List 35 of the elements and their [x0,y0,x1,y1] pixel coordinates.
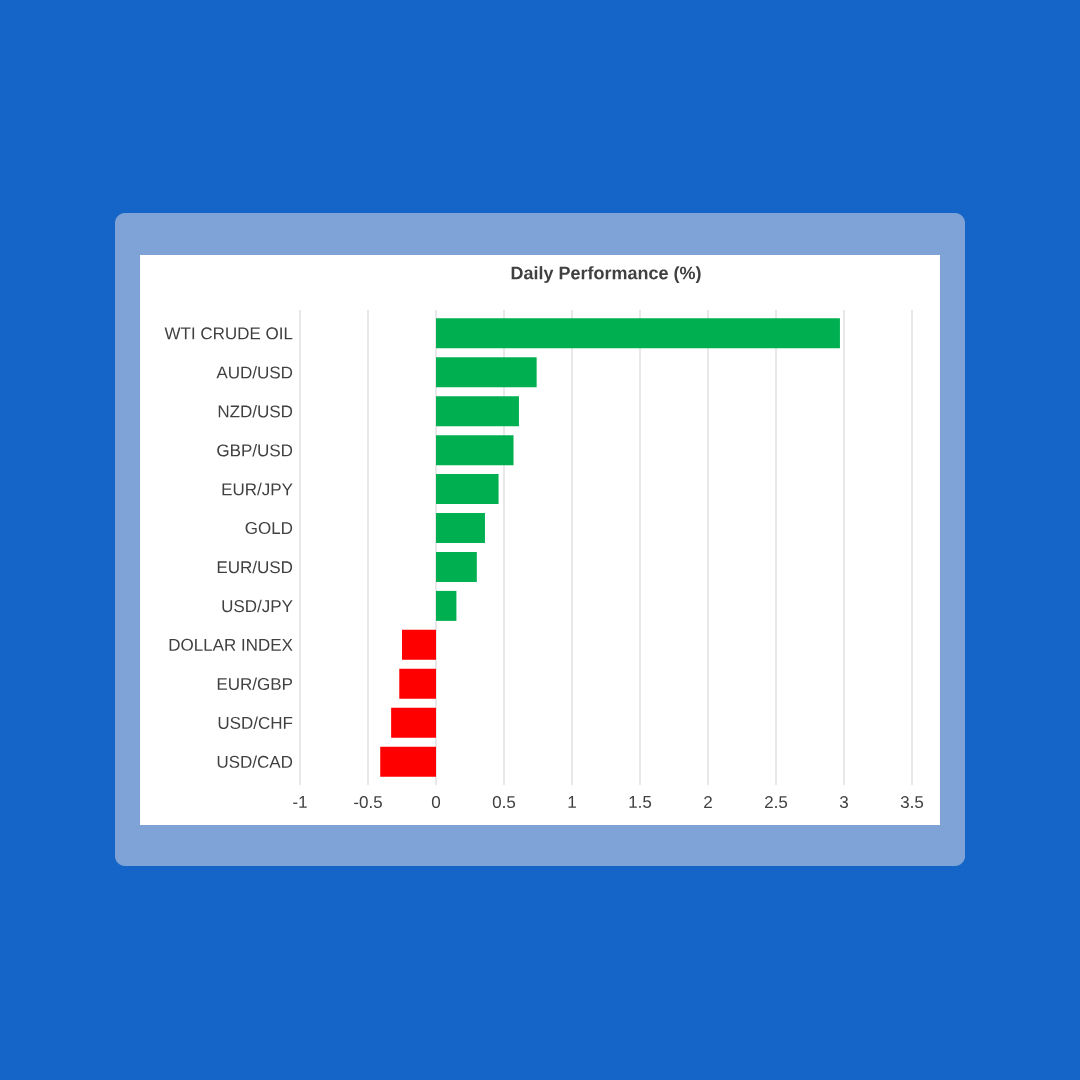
x-tick-label: 0.5 [492,796,516,809]
y-tick-label: USD/CAD [217,755,293,768]
chart-title: Daily Performance (%) [511,266,701,283]
bar [380,746,437,777]
bar [436,513,485,544]
x-tick-label: 1.5 [629,796,652,808]
x-tick-label: 1 [568,796,576,808]
y-tick-label: USD/CHF [218,716,293,729]
y-tick-label: EUR/USD [217,560,293,574]
bar [436,551,477,582]
x-tick-label: 2.5 [765,796,788,809]
bar [399,668,437,699]
bar [402,629,437,660]
bar [436,435,514,466]
bar [436,357,537,388]
bar [436,318,840,349]
y-tick-label: USD/JPY [222,599,293,613]
x-tick-label: 3 [839,796,848,809]
bar [436,474,499,505]
x-tick-label: 3.5 [900,796,924,809]
x-tick-label: -0.5 [354,796,382,809]
x-tick-label: -1 [293,796,307,808]
y-tick-label: GOLD [245,522,293,535]
y-tick-label: DOLLAR INDEX [169,638,293,651]
y-tick-label: GBP/USD [217,443,293,457]
y-tick-label: NZD/USD [218,404,293,418]
y-tick-label: WTI CRUDE OIL [164,327,293,340]
x-tick-label: 0 [431,796,441,809]
y-tick-label: AUD/USD [216,366,293,379]
bar [436,590,457,621]
y-tick-label: EUR/JPY [222,482,293,496]
bar [436,396,519,427]
x-tick-label: 2 [704,796,712,808]
y-tick-label: EUR/GBP [217,677,293,690]
bar [391,707,437,738]
